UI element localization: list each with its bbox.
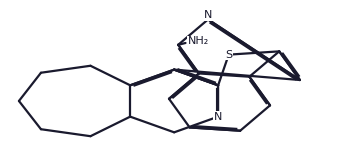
Text: N: N (204, 10, 212, 20)
Text: NH₂: NH₂ (188, 36, 209, 46)
Text: S: S (225, 50, 232, 60)
Text: N: N (214, 112, 222, 122)
